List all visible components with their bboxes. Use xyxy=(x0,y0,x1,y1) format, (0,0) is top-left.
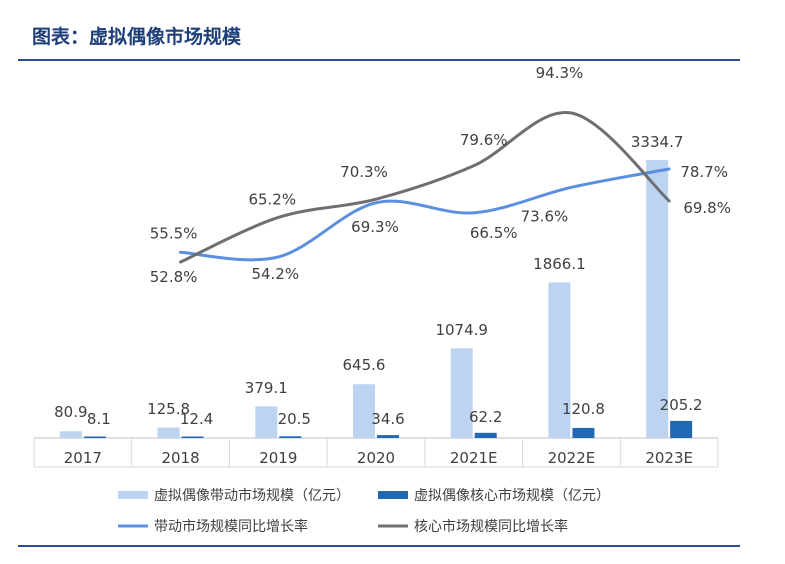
line-point-label: 73.6% xyxy=(521,207,569,225)
bar-core-market xyxy=(572,427,595,438)
bar-label-core: 62.2 xyxy=(469,408,502,426)
bar-label-core: 120.8 xyxy=(562,400,605,418)
line-point-label: 69.8% xyxy=(683,199,731,217)
line-point-label: 79.6% xyxy=(460,131,508,149)
label-layer: 80.9 8.1 125.812.4 379.1 20.5 645.6 34.6 1074.9… xyxy=(54,64,731,428)
bar-label-driven: 125.8 xyxy=(147,400,190,418)
legend-swatch-bar xyxy=(118,491,148,499)
bar-driven-market xyxy=(157,427,180,438)
legend-swatch-bar xyxy=(378,491,408,499)
bar-layer xyxy=(59,160,693,438)
line-point-label: 65.2% xyxy=(248,190,296,208)
bar-core-market xyxy=(279,436,302,438)
x-tick-label: 2019 xyxy=(259,449,297,467)
x-tick-label: 2017 xyxy=(64,449,102,467)
line-point-label: 55.5% xyxy=(150,224,198,242)
line-point-label: 70.3% xyxy=(340,163,388,181)
bar-label-core: 12.4 xyxy=(180,410,213,428)
x-tick-label: 2020 xyxy=(357,449,395,467)
x-tick-label: 2018 xyxy=(161,449,199,467)
legend-label: 核心市场规模同比增长率 xyxy=(414,518,568,535)
line-point-label: 94.3% xyxy=(536,64,584,82)
x-tick-label: 2021E xyxy=(450,449,498,467)
title-rule xyxy=(18,59,740,61)
line-core-growth xyxy=(179,111,671,264)
bar-core-market xyxy=(83,436,106,438)
bar-label-core: 34.6 xyxy=(371,410,404,428)
bar-label-driven: 3334.7 xyxy=(631,133,684,151)
line-point-label: 66.5% xyxy=(470,224,518,242)
bar-driven-market xyxy=(646,160,669,438)
legend-label: 虚拟偶像带动市场规模（亿元） xyxy=(154,487,350,504)
bar-core-market xyxy=(377,435,399,438)
bar-label-core: 205.2 xyxy=(660,396,703,414)
bar-label-core: 20.5 xyxy=(278,410,311,428)
line-driven-growth xyxy=(179,167,671,262)
legend-label: 虚拟偶像核心市场规模（亿元） xyxy=(414,487,610,504)
axis-layer: 2017 2018 2019 2020 2021E 2022E 2023E xyxy=(33,437,719,468)
line-point-label: 78.7% xyxy=(680,163,728,181)
bar-label-driven: 645.6 xyxy=(343,356,386,374)
bar-label-core: 8.1 xyxy=(87,410,111,428)
bottom-rule xyxy=(18,545,740,547)
bar-label-driven: 80.9 xyxy=(54,403,87,421)
line-point-label: 69.3% xyxy=(351,218,399,236)
legend: 虚拟偶像带动市场规模（亿元） 虚拟偶像核心市场规模（亿元） 带动市场规模同比增长率 核… xyxy=(118,487,610,535)
bar-core-market xyxy=(474,432,497,438)
bar-label-driven: 1074.9 xyxy=(435,321,488,339)
bar-core-market xyxy=(670,420,693,438)
bar-driven-market xyxy=(353,384,375,438)
bar-driven-market xyxy=(59,431,82,438)
line-layer xyxy=(179,111,671,264)
line-point-label: 54.2% xyxy=(251,265,299,283)
bar-driven-market xyxy=(255,406,278,438)
bar-label-driven: 379.1 xyxy=(245,379,288,397)
bar-driven-market xyxy=(450,348,473,438)
bar-label-driven: 1866.1 xyxy=(533,255,586,273)
page-title: 图表：虚拟偶像市场规模 xyxy=(32,26,242,48)
line-point-label: 52.8% xyxy=(150,268,198,286)
legend-label: 带动市场规模同比增长率 xyxy=(154,518,308,535)
x-tick-label: 2023E xyxy=(645,449,693,467)
bar-driven-market xyxy=(548,282,571,438)
x-tick-label: 2022E xyxy=(548,449,596,467)
bar-core-market xyxy=(181,436,204,438)
